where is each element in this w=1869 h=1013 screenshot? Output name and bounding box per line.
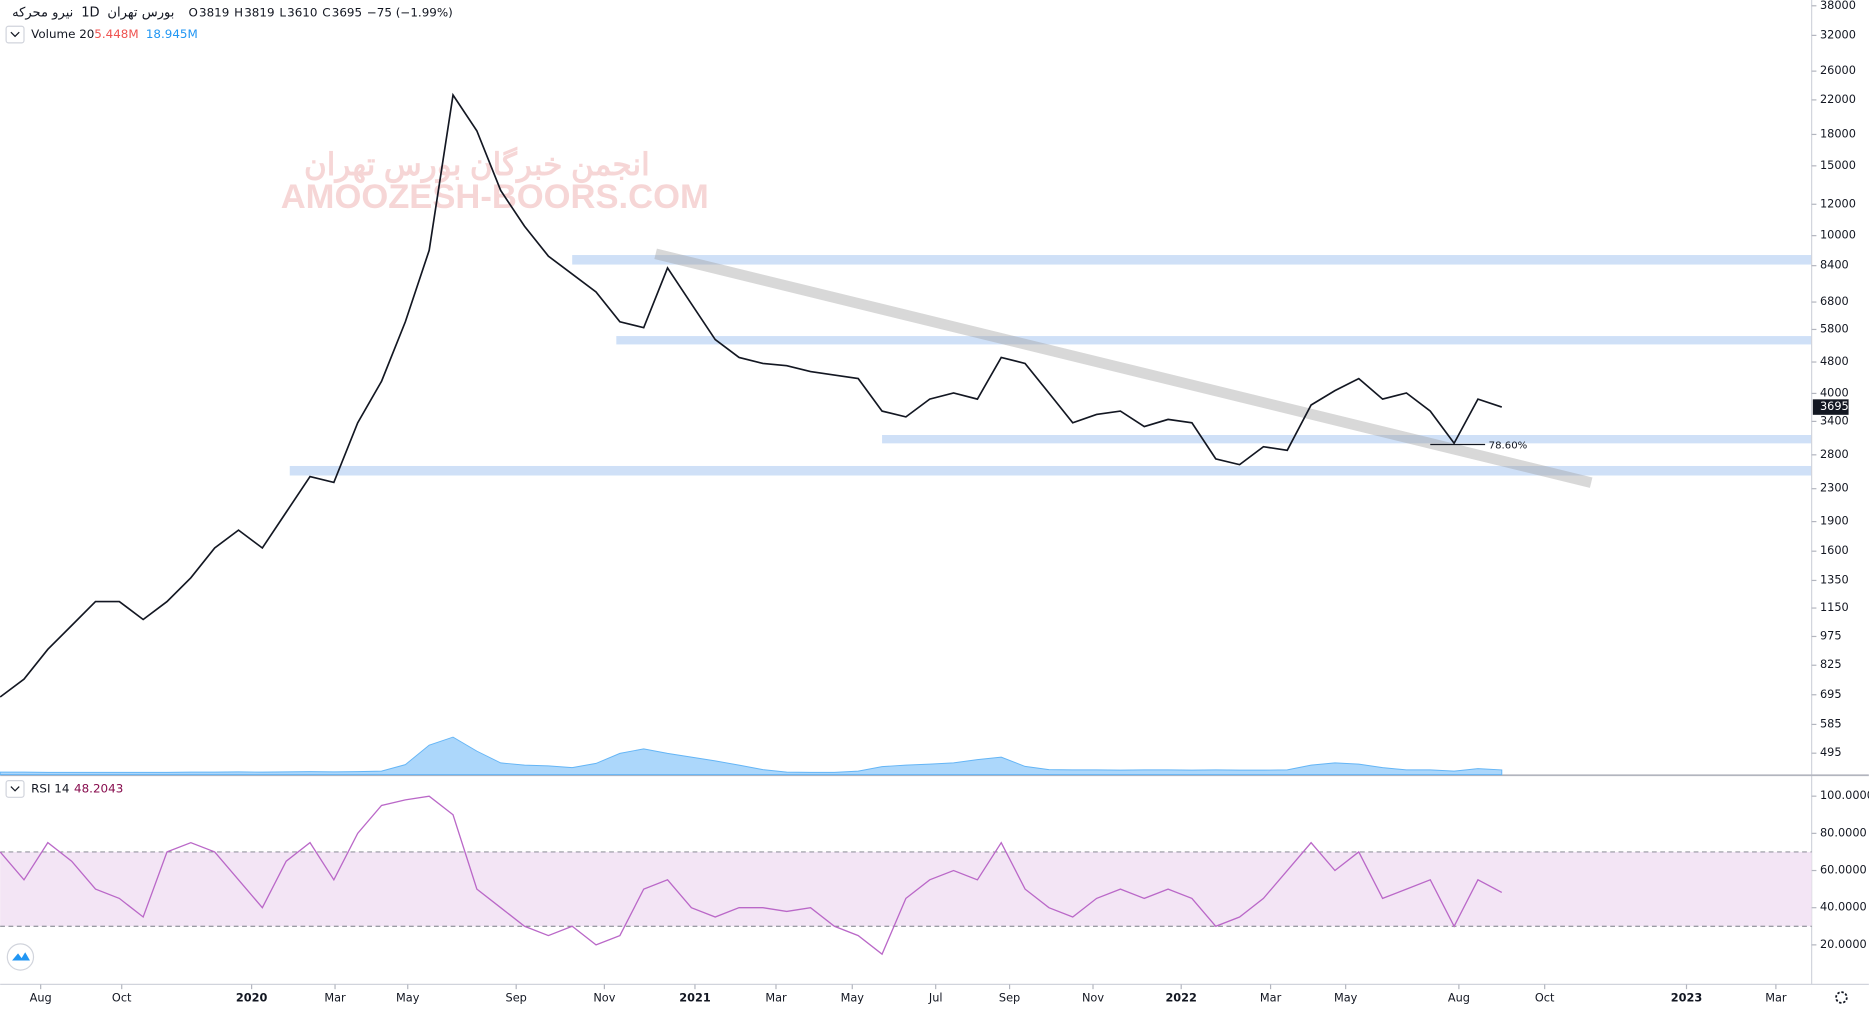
exchange: بورس تهران (107, 6, 174, 21)
price-line (0, 92, 1503, 698)
logo-icon (12, 952, 30, 961)
x-tick-label: 2022 (1165, 991, 1197, 1005)
x-tick-label: 2021 (679, 991, 711, 1005)
volume-ma-area (0, 736, 1503, 776)
x-tick-label: Mar (765, 991, 787, 1005)
ohlc-key: C (322, 6, 330, 20)
y-tick-label: 32000 (1820, 27, 1856, 41)
y-tick-label: 8400 (1820, 258, 1849, 272)
x-tick-label: Oct (112, 991, 132, 1005)
y-tick-label: 60.0000 (1820, 863, 1867, 877)
zone (616, 336, 1812, 345)
rsi-last: 48.2043 (74, 781, 123, 795)
x-tick-label: Jul (928, 991, 943, 1005)
y-tick-label: 26000 (1820, 63, 1856, 77)
x-tick-label: Sep (506, 991, 527, 1005)
y-tick-label: 2800 (1820, 447, 1849, 461)
chevron (10, 31, 20, 38)
y-tick-label: 40.0000 (1820, 900, 1867, 914)
x-tick-label: May (396, 991, 420, 1005)
x-tick-label: Aug (1448, 991, 1470, 1005)
y-tick-label: 6800 (1820, 294, 1849, 308)
y-tick-label: 975 (1820, 628, 1842, 642)
ohlc-value: 3610 (287, 6, 317, 20)
ohlc-key: H (234, 6, 243, 20)
interval: 1D (81, 6, 99, 21)
zone (882, 434, 1812, 444)
x-tick-label: Mar (324, 991, 346, 1005)
zone (572, 255, 1812, 265)
header-bg (0, 0, 430, 46)
last-price-box (1812, 399, 1849, 415)
y-tick-label: 15000 (1820, 158, 1856, 172)
y-tick-label: 4000 (1820, 385, 1849, 399)
y-tick-label: 10000 (1820, 228, 1856, 242)
x-tick-label: Nov (1082, 991, 1104, 1005)
last-price-label: 3695 (1820, 399, 1849, 413)
y-tick-label: 38000 (1820, 0, 1856, 12)
y-tick-label: 4800 (1820, 354, 1849, 368)
x-tick-label: Aug (30, 991, 52, 1005)
y-tick-label: 695 (1820, 687, 1842, 701)
rsi-line (0, 795, 1503, 956)
y-tick-label: 2300 (1820, 481, 1849, 495)
watermark: انجمن خبرگان بورس تهران (304, 146, 650, 184)
y-tick-label: 1350 (1820, 572, 1849, 586)
y-tick-label: 5800 (1820, 321, 1849, 335)
collapse-button[interactable] (5, 25, 25, 44)
x-tick-label: Nov (593, 991, 615, 1005)
y-tick-label: 80.0000 (1820, 825, 1867, 839)
x-tick-label: Mar (1260, 991, 1282, 1005)
x-tick-label: May (1334, 991, 1358, 1005)
y-tick-label: 1150 (1820, 600, 1849, 614)
x-tick-label: Sep (999, 991, 1020, 1005)
symbol: نیرو محرکه (12, 6, 73, 21)
change: −75 (−1.99%) (367, 6, 453, 20)
fib-label: 78.60% (1489, 441, 1528, 452)
settings-icon[interactable] (1835, 991, 1848, 1004)
ohlc-value: 3819 (244, 6, 274, 20)
watermark: AMOOZESH-BOORS.COM (281, 178, 709, 216)
x-tick-label: May (841, 991, 865, 1005)
x-tick-label: 2023 (1671, 991, 1703, 1005)
y-tick-label: 585 (1820, 716, 1842, 730)
rsi-label: RSI 14 (31, 781, 69, 795)
y-tick-label: 495 (1820, 745, 1842, 759)
ohlc-value: 3695 (332, 6, 362, 20)
rsi-band (0, 851, 1812, 927)
collapse-button[interactable] (5, 780, 25, 798)
x-tick-label: Oct (1535, 991, 1555, 1005)
y-tick-label: 3400 (1820, 413, 1849, 427)
y-tick-label: 22000 (1820, 92, 1856, 106)
y-tick-label: 825 (1820, 657, 1842, 671)
zone (289, 465, 1812, 476)
y-tick-label: 12000 (1820, 196, 1856, 210)
volume-value: 5.448M (94, 27, 138, 41)
ohlc-value: 3819 (199, 6, 229, 20)
y-tick-label: 1900 (1820, 514, 1849, 528)
y-tick-label: 18000 (1820, 126, 1856, 140)
chevron (10, 786, 20, 792)
y-tick-label: 20.0000 (1820, 937, 1867, 951)
x-tick-label: 2020 (236, 991, 268, 1005)
volume-label: Volume 20 (31, 27, 94, 41)
ohlc-key: L (279, 6, 286, 20)
x-tick-label: Mar (1765, 991, 1787, 1005)
volume-value: 18.945M (146, 27, 198, 41)
y-tick-label: 100.0000 (1820, 788, 1869, 802)
y-tick-label: 1600 (1820, 543, 1849, 557)
ohlc-key: O (188, 6, 197, 20)
